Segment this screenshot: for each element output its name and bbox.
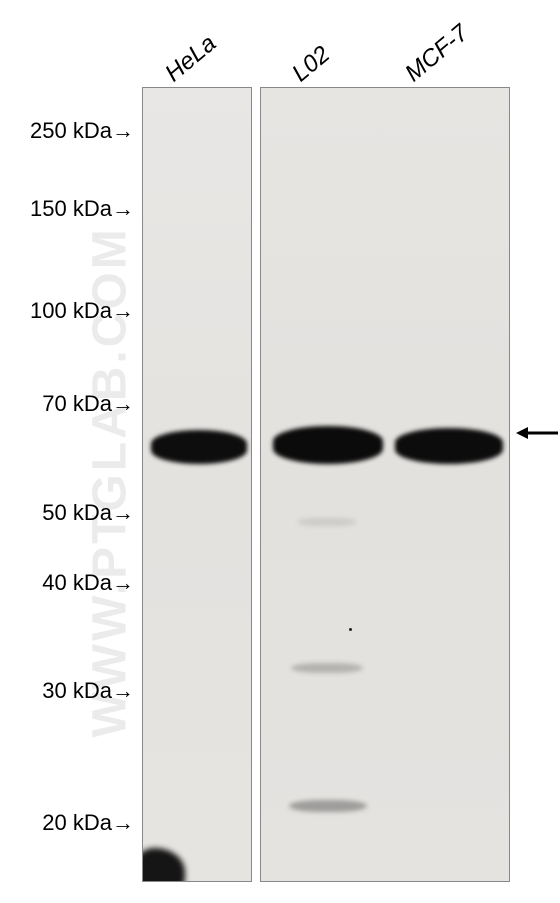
lane-label-l02: L02 (287, 41, 336, 88)
watermark-text: WWW.PTGLAB.COM (83, 238, 138, 738)
target-arrow-icon (516, 424, 558, 442)
lane-label-hela: HeLa (160, 30, 222, 88)
band-hela (151, 430, 247, 464)
band-l02 (273, 426, 383, 464)
marker-250: 250 kDa→ (30, 118, 134, 144)
lane-label-mcf7: MCF-7 (400, 19, 474, 88)
blot-panel-2 (260, 87, 510, 882)
faint-band-2 (291, 663, 363, 673)
blot-panel-1 (142, 87, 252, 882)
speck-1 (349, 628, 352, 631)
marker-20: 20 kDa→ (42, 810, 134, 836)
faint-band-3 (289, 800, 367, 812)
faint-band-1 (297, 518, 357, 526)
western-blot-figure: { "figure": { "width_px": 560, "height_p… (0, 0, 560, 903)
smudge-panel1 (142, 848, 185, 882)
marker-150: 150 kDa→ (30, 196, 134, 222)
band-mcf7 (395, 428, 503, 464)
